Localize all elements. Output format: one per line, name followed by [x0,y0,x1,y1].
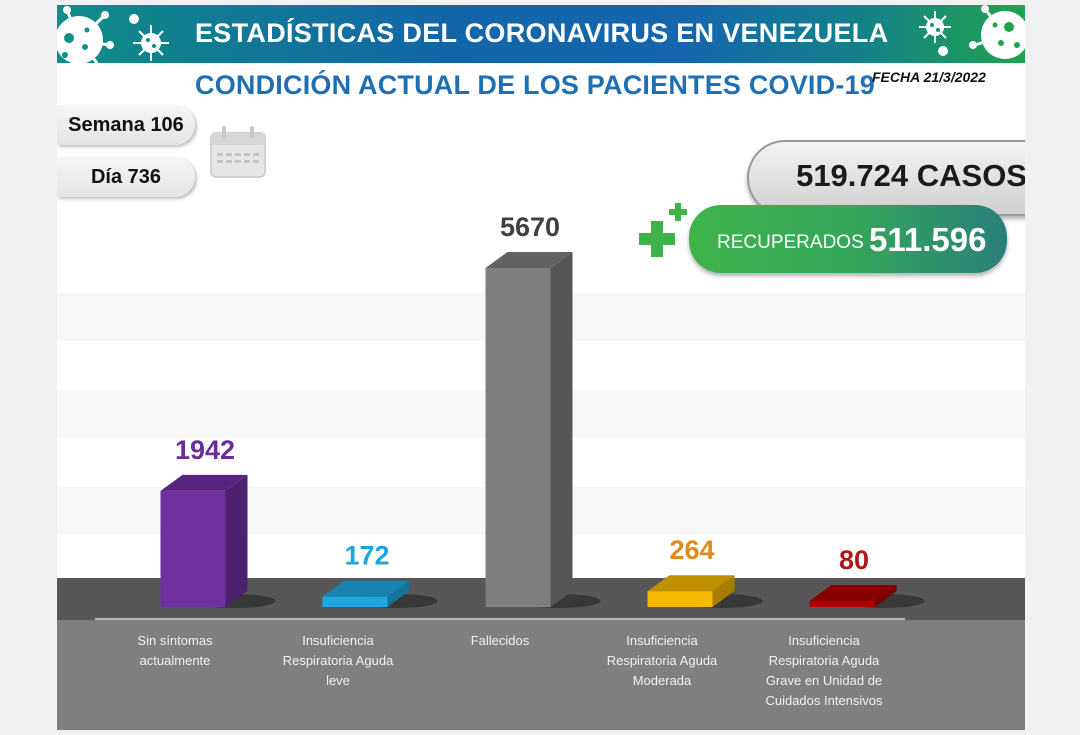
x-tick-label-line: actualmente [139,653,211,668]
bar-side [550,252,573,607]
data-label: 172 [344,541,389,571]
bar [160,490,226,607]
plus-icon [639,203,687,257]
x-tick-label-line: Insuficiencia [302,633,374,648]
recovered-box: RECUPERADOS 511.596 [689,205,1007,273]
total-cases: 519.724 CASOS [796,158,1025,193]
bar-top [647,575,735,592]
virus-icon [969,5,1025,59]
bar [485,268,551,607]
virus-icon [919,11,951,56]
bar-top [160,474,248,491]
x-tick-label-line: Cuidados Intensivos [765,693,883,708]
x-tick-label: Fallecidos [425,631,575,651]
bar-top [485,252,573,268]
data-label: 1942 [175,435,235,465]
x-tick-label-line: Respiratoria Aguda [606,653,718,668]
x-tick-label-line: Fallecidos [470,633,530,648]
x-tick-label-line: Respiratoria Aguda [282,653,394,668]
x-tick-label-line: Insuficiencia [788,633,860,648]
bar-side [387,580,410,607]
data-label: 5670 [500,212,560,242]
bar-chart: 1942 172 5670 264 80 [160,212,925,608]
header-banner: ESTADÍSTICAS DEL CORONAVIRUS EN VENEZUEL… [57,5,1025,63]
recovered-label: RECUPERADOS [717,232,864,253]
recovered-value: 511.596 [869,221,987,258]
bar [647,591,713,607]
category-panel [57,620,1025,730]
bar-side [225,474,248,607]
report-date: FECHA 21/3/2022 [872,69,986,85]
bar [809,601,875,607]
x-tick-label: Sin síntomas actualmente [100,631,250,671]
x-tick-label-line: Respiratoria Aguda [768,653,880,668]
total-cases-box: 519.724 CASOS [747,140,1025,216]
virus-icon [57,6,114,63]
x-axis-line [95,618,905,620]
x-tick-label-line: Sin síntomas [137,633,213,648]
x-tick-label-line: Grave en Unidad de [765,673,883,688]
infographic: ESTADÍSTICAS DEL CORONAVIRUS EN VENEZUEL… [57,5,1025,730]
bar-side [712,575,735,607]
calendar-icon [210,126,266,178]
x-tick-label-line: Insuficiencia [626,633,698,648]
x-tick-label: Insuficiencia Respiratoria Aguda Moderada [587,631,737,691]
x-tick-label: Insuficiencia Respiratoria Aguda Grave en … [749,631,899,711]
bar [322,596,388,607]
bar-top [322,580,410,597]
x-tick-label-line: leve [326,673,350,688]
chart-subtitle: CONDICIÓN ACTUAL DE LOS PACIENTES COVID-… [195,70,875,100]
day-badge: Día 736 [57,157,195,197]
bar-top [809,585,897,601]
x-tick-label-line: Moderada [632,673,692,688]
data-label: 264 [669,535,714,565]
virus-icon [129,14,169,61]
data-label: 80 [839,545,869,575]
bar-side [874,585,897,607]
banner-title: ESTADÍSTICAS DEL CORONAVIRUS EN VENEZUEL… [195,18,889,48]
week-badge: Semana 106 [57,105,195,145]
x-tick-label: Insuficiencia Respiratoria Aguda leve [263,631,413,691]
